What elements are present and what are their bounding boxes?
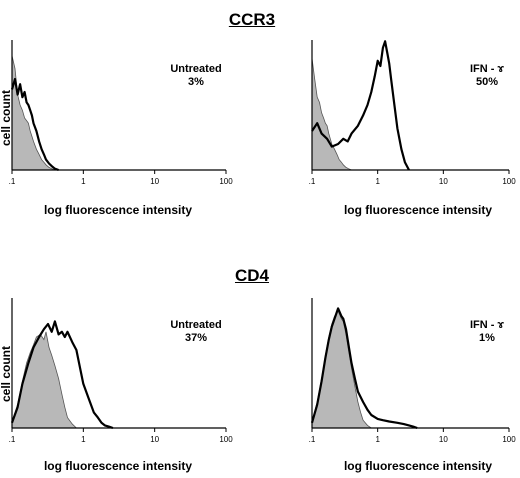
annotation-1-1: 50% xyxy=(476,76,498,88)
x-axis-label-3: log fluorescence intensity xyxy=(344,459,492,473)
x-axis-label-0: log fluorescence intensity xyxy=(44,203,192,217)
x-tick-label-2-0: .1 xyxy=(9,435,16,444)
x-tick-label-0-1: 1 xyxy=(81,177,86,186)
y-axis-label-2: cell count xyxy=(0,346,13,402)
annotation-0-0: Untreated xyxy=(170,63,221,75)
x-axis-label-2: log fluorescence intensity xyxy=(44,459,192,473)
histogram-filled-series-2 xyxy=(11,331,78,429)
x-tick-label-0-2: 10 xyxy=(150,177,159,186)
x-tick-label-1-2: 10 xyxy=(439,177,448,186)
x-tick-label-3-3: 100 xyxy=(502,435,516,444)
x-tick-label-2-3: 100 xyxy=(219,435,233,444)
x-tick-label-3-1: 1 xyxy=(375,435,380,444)
x-tick-label-3-2: 10 xyxy=(439,435,448,444)
x-tick-label-1-0: .1 xyxy=(309,177,316,186)
histogram-filled-series-0 xyxy=(11,55,56,171)
annotation-2-0: Untreated xyxy=(170,319,221,331)
annotation-3-1: 1% xyxy=(479,332,495,344)
section-title-ccr3: CCR3 xyxy=(228,10,276,29)
x-tick-label-3-0: .1 xyxy=(309,435,316,444)
annotation-3-0: IFN - ɤ xyxy=(470,319,504,331)
x-tick-label-2-1: 1 xyxy=(81,435,86,444)
x-tick-label-2-2: 10 xyxy=(150,435,159,444)
histogram-filled-series-3 xyxy=(311,310,373,429)
x-axis-label-1: log fluorescence intensity xyxy=(344,203,492,217)
histogram-outline-series-0 xyxy=(10,77,59,172)
annotation-1-0: IFN - ɤ xyxy=(470,63,504,75)
section-title-cd4: CD4 xyxy=(234,266,269,285)
histogram-outline-series-2 xyxy=(10,320,114,430)
x-tick-label-0-3: 100 xyxy=(219,177,233,186)
histogram-outline-series-3 xyxy=(310,307,418,430)
histogram-outline-series-1 xyxy=(311,40,410,171)
x-tick-label-1-3: 100 xyxy=(502,177,516,186)
x-tick-label-0-0: .1 xyxy=(9,177,16,186)
annotation-0-1: 3% xyxy=(188,76,204,88)
histogram-filled-series-1 xyxy=(311,58,352,171)
annotation-2-1: 37% xyxy=(185,332,207,344)
x-tick-label-1-1: 1 xyxy=(375,177,380,186)
y-axis-label-0: cell count xyxy=(0,90,13,146)
